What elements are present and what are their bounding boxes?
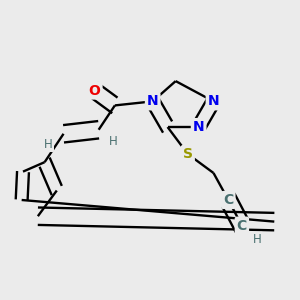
Text: S: S [183, 147, 193, 161]
Text: C: C [223, 193, 233, 207]
Text: H: H [44, 138, 53, 151]
Text: C: C [237, 219, 247, 233]
Text: N: N [208, 94, 219, 108]
Text: H: H [253, 233, 262, 246]
Text: N: N [193, 120, 204, 134]
Text: O: O [89, 84, 100, 98]
Text: N: N [147, 94, 158, 108]
Text: H: H [109, 135, 118, 148]
